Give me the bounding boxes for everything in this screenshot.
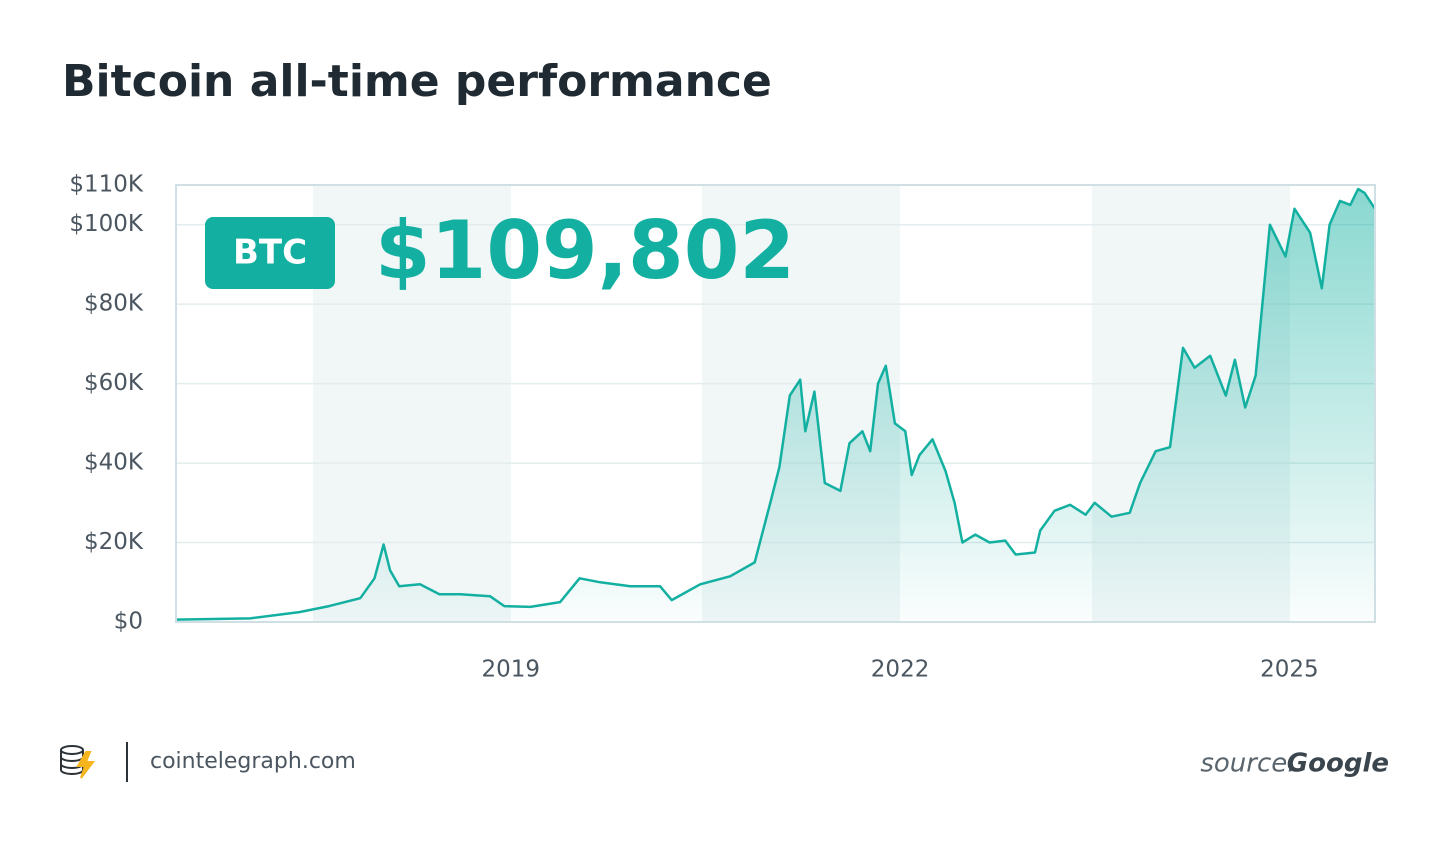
area: [176, 189, 1375, 622]
y-tick-label: $80K: [84, 291, 144, 317]
source-name: Google: [1287, 749, 1389, 779]
plot-frame: [175, 184, 1376, 623]
y-tick-label: $0: [114, 609, 143, 635]
badge: [205, 217, 335, 289]
badge-label: BTC: [233, 233, 307, 273]
x-tick-label: 2022: [871, 657, 930, 683]
price-line: [175, 187, 1377, 621]
y-tick-label: $40K: [84, 450, 144, 476]
y-tick-label: $110K: [69, 172, 144, 198]
source-prefix: source:: [1200, 749, 1296, 779]
logo: [60, 745, 95, 779]
y-tick-label: $100K: [69, 211, 144, 237]
y-tick-label: $20K: [84, 529, 144, 555]
footer-site: cointelegraph.com: [150, 749, 356, 774]
headline-price: $109,802: [375, 204, 795, 297]
y-tick-label: $60K: [84, 370, 144, 396]
chart-title: Bitcoin all-time performance: [62, 56, 772, 107]
x-tick-label: 2025: [1260, 657, 1319, 683]
x-tick-label: 2019: [482, 657, 541, 683]
